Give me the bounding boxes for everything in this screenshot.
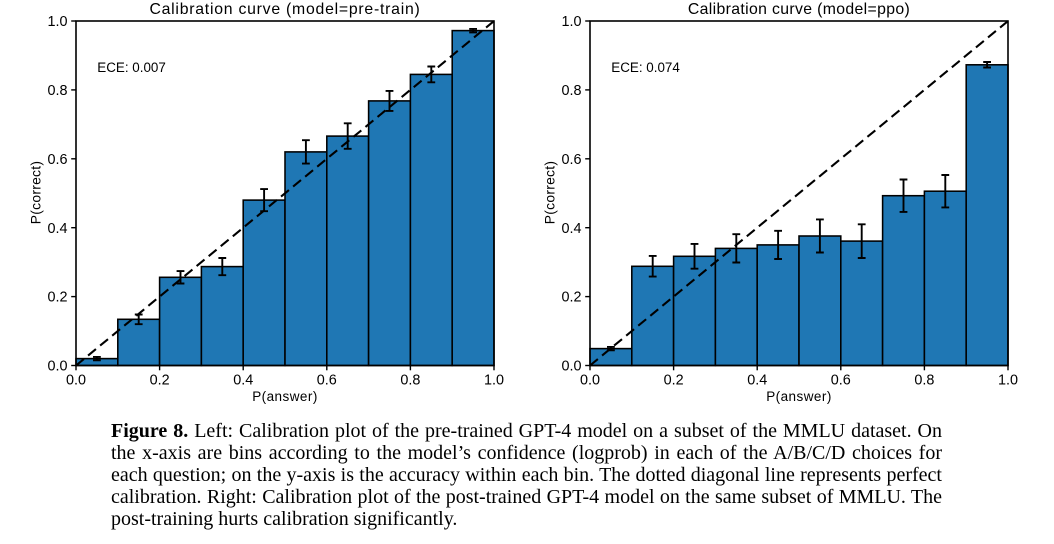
- svg-text:0.4: 0.4: [747, 372, 767, 388]
- svg-text:ECE: 0.007: ECE: 0.007: [97, 60, 165, 75]
- svg-text:P(answer): P(answer): [766, 389, 832, 404]
- svg-text:0.6: 0.6: [47, 152, 67, 168]
- svg-text:0.8: 0.8: [561, 83, 581, 99]
- svg-text:0.0: 0.0: [66, 372, 86, 388]
- svg-text:P(correct): P(correct): [542, 161, 558, 224]
- svg-text:P(correct): P(correct): [28, 161, 44, 224]
- svg-text:Calibration curve (model=ppo): Calibration curve (model=ppo): [688, 1, 910, 18]
- svg-text:0.4: 0.4: [47, 221, 67, 237]
- svg-text:0.2: 0.2: [561, 290, 581, 306]
- svg-text:0.6: 0.6: [831, 372, 851, 388]
- svg-text:0.0: 0.0: [561, 359, 581, 375]
- svg-text:0.2: 0.2: [664, 372, 684, 388]
- svg-text:0.0: 0.0: [47, 359, 67, 375]
- svg-text:0.8: 0.8: [914, 372, 934, 388]
- svg-text:0.8: 0.8: [400, 372, 420, 388]
- svg-text:0.2: 0.2: [47, 290, 67, 306]
- svg-text:P(answer): P(answer): [252, 389, 318, 404]
- svg-text:1.0: 1.0: [484, 372, 504, 388]
- svg-text:ECE: 0.074: ECE: 0.074: [611, 60, 680, 75]
- svg-text:0.0: 0.0: [580, 372, 600, 388]
- svg-text:0.6: 0.6: [561, 152, 581, 168]
- svg-text:0.2: 0.2: [150, 372, 170, 388]
- svg-text:0.8: 0.8: [47, 83, 67, 99]
- svg-text:Calibration curve (model=pre-t: Calibration curve (model=pre-train): [149, 1, 420, 18]
- svg-text:0.4: 0.4: [233, 372, 253, 388]
- svg-text:0.6: 0.6: [317, 372, 337, 388]
- svg-text:1.0: 1.0: [561, 14, 581, 30]
- svg-text:0.4: 0.4: [561, 221, 581, 237]
- svg-text:1.0: 1.0: [998, 372, 1018, 388]
- svg-text:1.0: 1.0: [47, 14, 67, 30]
